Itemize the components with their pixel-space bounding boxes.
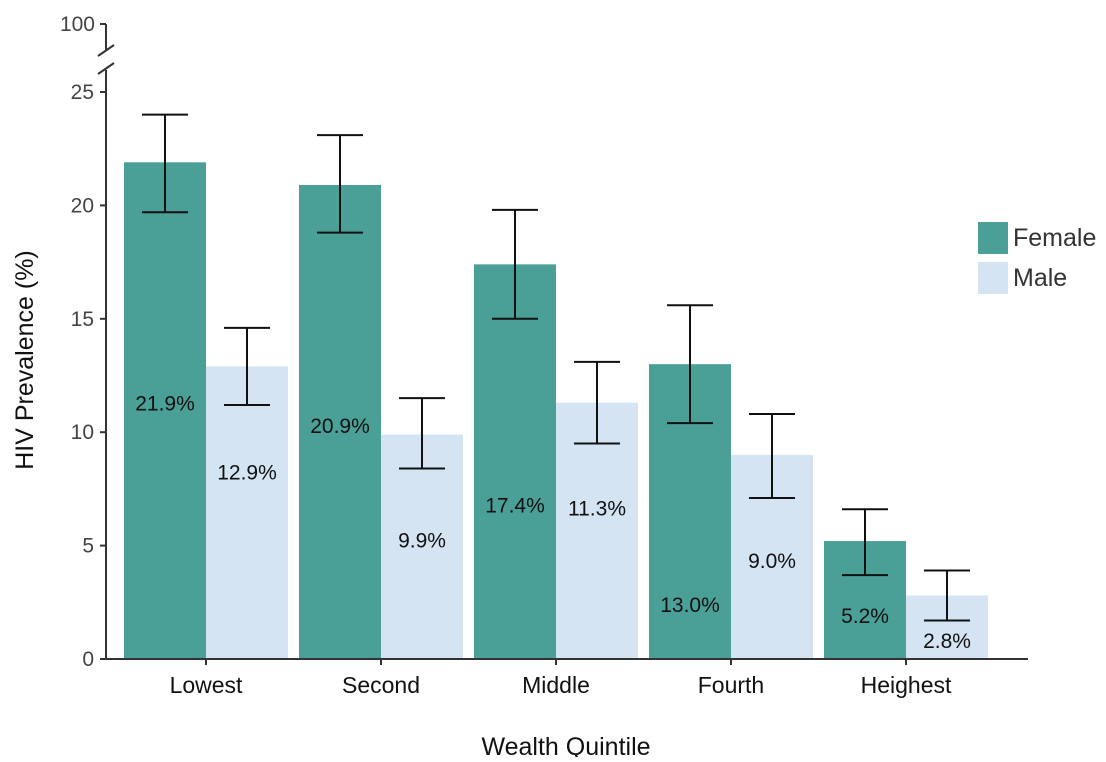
x-category-label: Middle xyxy=(522,672,590,698)
y-tick-label: 20 xyxy=(71,194,94,217)
legend-label-female: Female xyxy=(1013,224,1096,252)
data-label-male: 2.8% xyxy=(923,630,971,653)
bar-male xyxy=(556,402,638,659)
bar-male xyxy=(206,366,288,659)
y-tick-label: 0 xyxy=(82,648,94,671)
data-label-male: 11.3% xyxy=(568,498,626,521)
data-label-male: 9.0% xyxy=(748,550,796,573)
legend-swatch-male xyxy=(978,262,1008,294)
data-label-female: 21.9% xyxy=(135,392,195,415)
x-category-label: Heighest xyxy=(861,672,952,698)
bar-male xyxy=(381,434,463,659)
legend-swatch-female xyxy=(978,222,1008,254)
bar-female xyxy=(124,162,206,660)
legend-label-male: Male xyxy=(1013,264,1067,292)
data-label-male: 12.9% xyxy=(217,461,277,484)
error-bars-group xyxy=(142,113,970,622)
y-tick-label: 5 xyxy=(82,535,94,558)
y-axis-break-mark-1 xyxy=(97,44,115,57)
data-label-female: 13.0% xyxy=(660,594,720,617)
data-label-female: 20.9% xyxy=(310,415,370,438)
data-label-male: 9.9% xyxy=(398,529,446,552)
x-category-label: Second xyxy=(342,672,420,698)
y-axis-title: HIV Prevalence (%) xyxy=(11,250,39,470)
x-category-label: Lowest xyxy=(170,672,243,698)
data-label-female: 5.2% xyxy=(841,605,889,628)
legend: Female Male xyxy=(978,222,1096,294)
bar-female xyxy=(474,264,556,659)
y-axis-break-mark-2 xyxy=(97,62,115,75)
data-labels-group: 21.9% 12.9% 20.9% 9.9% 17.4% 11.3% 13.0% 9.0% 5.… xyxy=(135,392,971,653)
y-tick-label: 10 xyxy=(71,421,94,444)
bars-group xyxy=(124,162,988,660)
x-axis-title: Wealth Quintile xyxy=(481,733,650,757)
data-label-female: 17.4% xyxy=(485,494,545,517)
x-category-label: Fourth xyxy=(698,672,764,698)
bar-female xyxy=(299,184,381,659)
y-tick-label: 15 xyxy=(71,308,94,331)
axes-group: 100 HIV Prevalence (%) Wealth Quintile 0… xyxy=(11,13,1028,761)
y-tick-label-100: 100 xyxy=(60,13,95,36)
y-tick-label: 25 xyxy=(71,81,94,104)
